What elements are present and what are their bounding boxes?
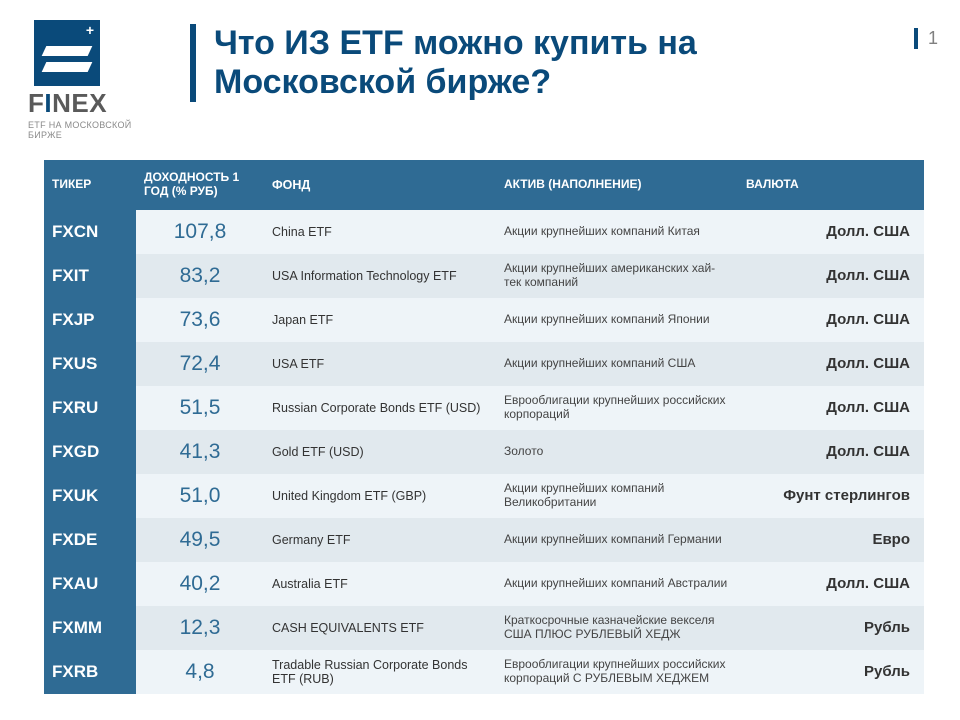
table-row: FXCN107,8China ETFАкции крупнейших компа… — [44, 210, 924, 254]
cell-return: 4,8 — [136, 650, 264, 694]
cell-return: 12,3 — [136, 606, 264, 650]
page-number: 1 — [914, 28, 938, 49]
table-header-row: ТИКЕР ДОХОДНОСТЬ 1 ГОД (% РУБ) ФОНД АКТИ… — [44, 160, 924, 210]
col-fund: ФОНД — [264, 160, 496, 210]
cell-asset: Акции крупнейших компаний Австралии — [496, 562, 738, 606]
col-return: ДОХОДНОСТЬ 1 ГОД (% РУБ) — [136, 160, 264, 210]
table-row: FXRB4,8Tradable Russian Corporate Bonds … — [44, 650, 924, 694]
cell-fund: CASH EQUIVALENTS ETF — [264, 606, 496, 650]
cell-currency: Долл. США — [738, 210, 924, 254]
cell-return: 83,2 — [136, 254, 264, 298]
cell-currency: Рубль — [738, 650, 924, 694]
cell-fund: Russian Corporate Bonds ETF (USD) — [264, 386, 496, 430]
cell-return: 40,2 — [136, 562, 264, 606]
cell-return: 107,8 — [136, 210, 264, 254]
table-row: FXIT83,2USA Information Technology ETFАк… — [44, 254, 924, 298]
cell-fund: USA Information Technology ETF — [264, 254, 496, 298]
cell-currency: Долл. США — [738, 562, 924, 606]
cell-ticker: FXRB — [44, 650, 136, 694]
cell-fund: Tradable Russian Corporate Bonds ETF (RU… — [264, 650, 496, 694]
table-row: FXUS72,4USA ETFАкции крупнейших компаний… — [44, 342, 924, 386]
cell-asset: Акции крупнейших компаний США — [496, 342, 738, 386]
cell-currency: Долл. США — [738, 386, 924, 430]
col-currency: ВАЛЮТА — [738, 160, 924, 210]
logo: + FINEX ETF НА МОСКОВСКОЙ БИРЖЕ — [28, 20, 148, 141]
table-row: FXUK51,0United Kingdom ETF (GBP)Акции кр… — [44, 474, 924, 518]
cell-asset: Акции крупнейших компаний Германии — [496, 518, 738, 562]
cell-currency: Долл. США — [738, 430, 924, 474]
cell-currency: Евро — [738, 518, 924, 562]
cell-asset: Золото — [496, 430, 738, 474]
col-ticker: ТИКЕР — [44, 160, 136, 210]
cell-currency: Фунт стерлингов — [738, 474, 924, 518]
cell-asset: Акции крупнейших компаний Великобритании — [496, 474, 738, 518]
cell-fund: Gold ETF (USD) — [264, 430, 496, 474]
table-row: FXMM12,3CASH EQUIVALENTS ETFКраткосрочны… — [44, 606, 924, 650]
cell-fund: United Kingdom ETF (GBP) — [264, 474, 496, 518]
cell-ticker: FXUS — [44, 342, 136, 386]
logo-brand: FINEX — [28, 88, 148, 119]
cell-fund: USA ETF — [264, 342, 496, 386]
cell-asset: Краткосрочные казначейские векселя США П… — [496, 606, 738, 650]
cell-currency: Долл. США — [738, 298, 924, 342]
logo-subtitle: ETF НА МОСКОВСКОЙ БИРЖЕ — [28, 121, 148, 141]
table-row: FXRU51,5Russian Corporate Bonds ETF (USD… — [44, 386, 924, 430]
cell-asset: Еврооблигации крупнейших российских корп… — [496, 650, 738, 694]
table-row: FXDE49,5Germany ETFАкции крупнейших комп… — [44, 518, 924, 562]
cell-ticker: FXAU — [44, 562, 136, 606]
table-row: FXAU40,2Australia ETFАкции крупнейших ко… — [44, 562, 924, 606]
cell-fund: Germany ETF — [264, 518, 496, 562]
cell-return: 51,5 — [136, 386, 264, 430]
cell-return: 49,5 — [136, 518, 264, 562]
col-asset: АКТИВ (НАПОЛНЕНИЕ) — [496, 160, 738, 210]
table-row: FXGD41,3Gold ETF (USD)ЗолотоДолл. США — [44, 430, 924, 474]
page-title-block: Что ИЗ ETF можно купить на Московской би… — [190, 24, 900, 102]
cell-ticker: FXIT — [44, 254, 136, 298]
cell-asset: Еврооблигации крупнейших российских корп… — [496, 386, 738, 430]
plus-icon: + — [86, 22, 94, 38]
cell-ticker: FXJP — [44, 298, 136, 342]
cell-return: 73,6 — [136, 298, 264, 342]
page-title: Что ИЗ ETF можно купить на Московской би… — [214, 24, 900, 102]
cell-ticker: FXCN — [44, 210, 136, 254]
cell-asset: Акции крупнейших компаний Китая — [496, 210, 738, 254]
cell-ticker: FXDE — [44, 518, 136, 562]
cell-currency: Рубль — [738, 606, 924, 650]
cell-fund: China ETF — [264, 210, 496, 254]
cell-fund: Australia ETF — [264, 562, 496, 606]
cell-fund: Japan ETF — [264, 298, 496, 342]
logo-mark: + — [34, 20, 100, 86]
cell-ticker: FXMM — [44, 606, 136, 650]
cell-ticker: FXGD — [44, 430, 136, 474]
table-row: FXJP73,6Japan ETFАкции крупнейших компан… — [44, 298, 924, 342]
cell-return: 72,4 — [136, 342, 264, 386]
cell-currency: Долл. США — [738, 342, 924, 386]
cell-asset: Акции крупнейших компаний Японии — [496, 298, 738, 342]
etf-table: ТИКЕР ДОХОДНОСТЬ 1 ГОД (% РУБ) ФОНД АКТИ… — [44, 160, 924, 694]
cell-currency: Долл. США — [738, 254, 924, 298]
cell-return: 41,3 — [136, 430, 264, 474]
cell-asset: Акции крупнейших американских хай-тек ко… — [496, 254, 738, 298]
cell-ticker: FXUK — [44, 474, 136, 518]
cell-return: 51,0 — [136, 474, 264, 518]
cell-ticker: FXRU — [44, 386, 136, 430]
